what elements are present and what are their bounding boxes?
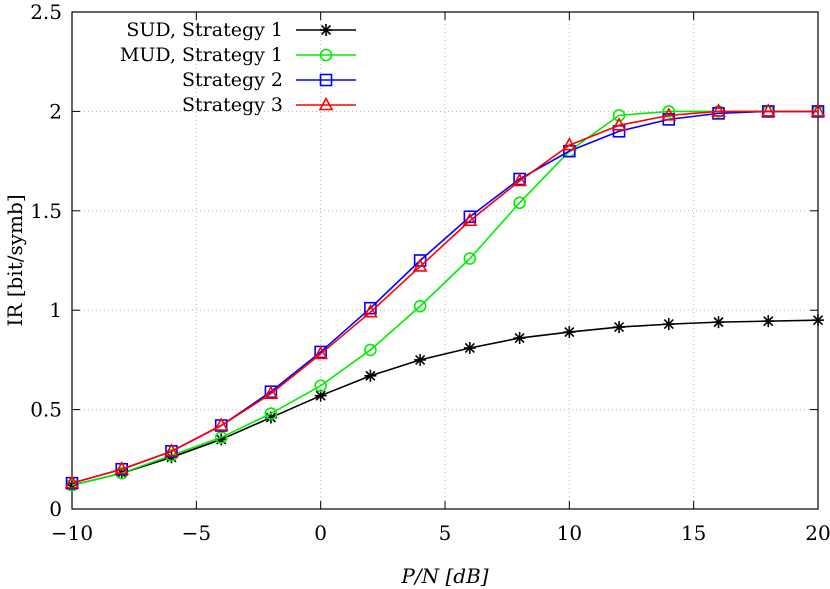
data-point: [64, 474, 80, 489]
x-axis-title: P/N [dB]: [400, 564, 488, 588]
data-point: [613, 321, 626, 334]
marker-stroke: [265, 412, 276, 423]
series-triangle: [64, 103, 826, 489]
data-point: [513, 332, 526, 345]
marker-stroke: [514, 332, 525, 344]
series-line: [71, 319, 819, 486]
y-tick-label: 0: [49, 497, 62, 521]
x-tick-label: 5: [439, 521, 452, 545]
x-tick-label: −10: [51, 521, 93, 545]
data-point: [263, 385, 279, 399]
data-point: [662, 318, 675, 331]
legend-marker: [319, 73, 333, 87]
x-tick-label: −5: [182, 521, 211, 545]
data-point: [611, 117, 627, 131]
legend: SUD, Strategy 1 MUD, Strategy 1 Strategy 2…: [120, 19, 356, 116]
data-point: [463, 252, 477, 265]
legend-marker: [319, 48, 333, 62]
x-tick-label: 20: [805, 521, 830, 545]
data-point: [712, 316, 725, 329]
x-tick-label: 10: [557, 521, 582, 545]
legend-entry: Strategy 2: [182, 69, 356, 91]
data-point: [760, 103, 776, 117]
series-line: [71, 110, 818, 486]
data-point: [661, 107, 677, 121]
y-tick-label: 2: [49, 99, 62, 123]
data-point: [612, 109, 626, 122]
y-tick-label: 0.5: [30, 398, 62, 422]
legend-entry: Strategy 3: [182, 94, 356, 116]
tick-labels: −10 −5 0 5 10 15 20 0 0.5 1 1.5 2 2.5: [30, 0, 830, 545]
legend-entry: MUD, Strategy 1: [120, 44, 356, 66]
data-point: [114, 461, 130, 475]
data-point: [463, 341, 476, 354]
y-tick-label: 1.5: [30, 199, 62, 223]
marker-stroke: [564, 327, 575, 338]
legend-label: MUD, Strategy 1: [120, 44, 283, 66]
marker-stroke: [315, 390, 326, 401]
legend-entry: SUD, Strategy 1: [126, 19, 356, 41]
marker-stroke: [713, 317, 724, 328]
marker-stroke: [365, 370, 376, 381]
data-point: [762, 315, 775, 328]
data-point: [462, 212, 478, 227]
marker-stroke: [415, 354, 426, 365]
data-point: [264, 407, 278, 420]
data-point: [711, 103, 726, 117]
legend-marker: [320, 24, 332, 36]
x-tick-label: 0: [314, 521, 327, 545]
data-point: [364, 343, 377, 357]
series-layer: [64, 103, 826, 492]
data-point: [561, 137, 577, 151]
data-point: [364, 369, 377, 382]
y-tick-label: 2.5: [30, 0, 62, 24]
legend-label: Strategy 3: [182, 94, 283, 116]
data-point: [164, 443, 179, 457]
legend-marker: [318, 96, 334, 111]
data-point: [214, 431, 228, 444]
marker-stroke: [464, 342, 475, 354]
series-line: [71, 110, 818, 484]
data-point: [314, 379, 327, 393]
grid: [72, 12, 818, 509]
data-point: [812, 314, 824, 327]
y-axis-title: IR [bit/symb]: [3, 194, 27, 326]
data-point: [414, 353, 427, 366]
data-point: [662, 105, 676, 118]
marker-stroke: [663, 319, 674, 330]
marker-stroke: [812, 315, 824, 326]
marker-stroke: [763, 316, 774, 327]
data-point: [563, 326, 576, 339]
marker-stroke: [320, 24, 332, 36]
data-point: [313, 345, 329, 360]
data-point: [213, 417, 229, 431]
series-line: [71, 110, 818, 484]
data-point: [512, 172, 527, 187]
data-point: [413, 299, 427, 313]
marker-stroke: [614, 322, 625, 333]
legend-label: SUD, Strategy 1: [126, 19, 283, 41]
data-point: [412, 258, 428, 272]
x-tick-label: 15: [681, 521, 706, 545]
legend-label: Strategy 2: [182, 69, 283, 91]
data-point: [810, 103, 826, 117]
series-square: [65, 105, 825, 490]
y-tick-label: 1: [49, 298, 62, 322]
data-point: [363, 304, 378, 318]
data-point: [513, 196, 526, 210]
